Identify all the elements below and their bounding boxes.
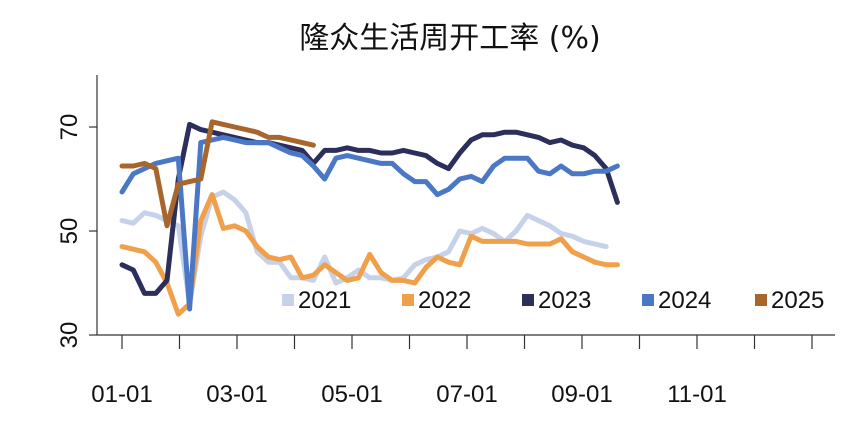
x-tick-label: 03-01: [206, 381, 267, 408]
chart-title: 隆众生活周开工率 (%): [299, 21, 600, 56]
series-line-2025: [119, 119, 316, 229]
x-tick-label: 05-01: [321, 381, 382, 408]
y-tick-label: 30: [56, 322, 83, 349]
legend-label-2023: 2023: [538, 287, 591, 314]
series-layer: [119, 119, 620, 317]
legend-swatch-2023: [522, 294, 534, 306]
legend-swatch-2021: [282, 294, 294, 306]
axes: 30 50 70 01-01 03-01 05-01 07-01 09-01 11-01: [56, 75, 835, 408]
series-line-2024: [119, 134, 620, 312]
legend: 2021 2022 2023 2024 2025: [282, 287, 824, 314]
x-tick-label: 09-01: [551, 381, 612, 408]
series-line-2023: [119, 121, 620, 296]
legend-swatch-2024: [642, 294, 654, 306]
legend-label-2021: 2021: [298, 287, 351, 314]
legend-swatch-2022: [402, 294, 414, 306]
legend-swatch-2025: [755, 294, 767, 306]
legend-label-2024: 2024: [658, 287, 711, 314]
series-line-2022: [119, 192, 620, 317]
x-tick-label: 07-01: [436, 381, 497, 408]
x-tick-label: 11-01: [667, 381, 727, 408]
legend-label-2022: 2022: [418, 287, 471, 314]
y-tick-label: 70: [56, 114, 83, 141]
series-line-2021: [119, 189, 609, 307]
legend-label-2025: 2025: [771, 287, 824, 314]
y-tick-label: 50: [56, 218, 83, 245]
x-tick-label: 01-01: [91, 381, 152, 408]
